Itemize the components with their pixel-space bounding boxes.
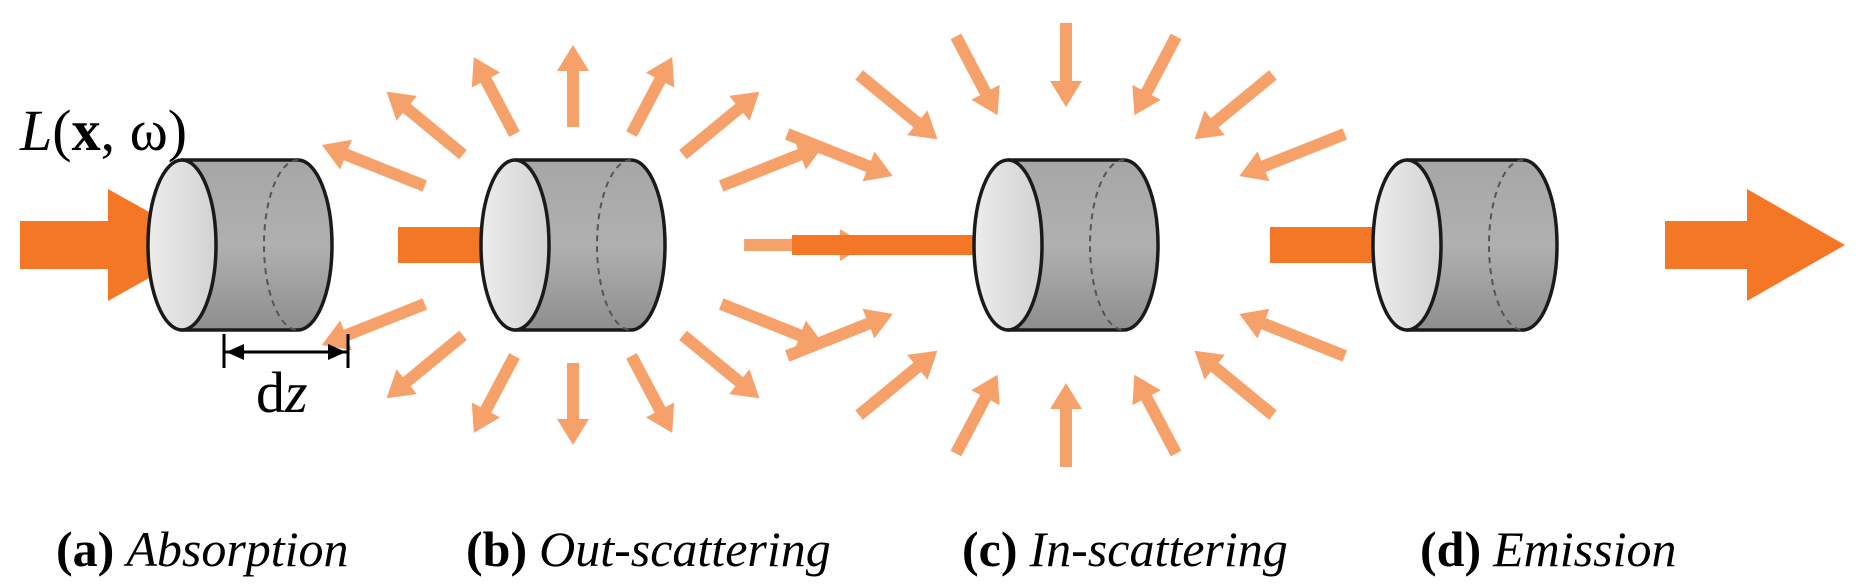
in-scatter-arrow — [1132, 33, 1182, 116]
cylinder-out-scattering — [479, 158, 667, 332]
out-scatter-arrow — [679, 91, 760, 160]
caption-in-scattering: (c) In-scattering — [962, 521, 1288, 577]
arrow-b-to-c — [792, 222, 1076, 268]
in-scatter-arrow — [1194, 70, 1277, 140]
out-scatter-arrow — [557, 45, 589, 127]
in-scatter-arrow — [1132, 374, 1182, 457]
out-scatter-arrow — [321, 298, 427, 351]
volume-elements — [146, 158, 1559, 332]
radiance-label: L(x, ω) — [19, 98, 187, 163]
out-scatter-arrow — [679, 330, 760, 399]
out-scatter-arrow — [471, 57, 520, 137]
in-scattering-arrows — [744, 23, 1347, 467]
cylinder-emission — [1371, 158, 1559, 332]
in-scatter-arrow — [950, 33, 1000, 116]
out-scatter-arrow — [321, 139, 427, 192]
in-scatter-arrow — [785, 308, 893, 362]
in-scatter-arrow — [1239, 128, 1347, 182]
out-scatter-arrow — [386, 91, 467, 160]
cylinder-in-scattering — [972, 158, 1160, 332]
dz-label: dz — [256, 360, 308, 425]
out-scatter-arrow — [719, 298, 825, 351]
out-scatter-arrow — [471, 353, 520, 433]
in-scatter-arrow — [855, 350, 938, 420]
out-scatter-arrow — [386, 330, 467, 399]
in-scatter-arrow — [1194, 350, 1277, 420]
incoming-arrow — [20, 189, 208, 301]
out-scatter-arrow — [626, 353, 675, 433]
in-scatter-arrow — [1050, 383, 1082, 467]
caption-absorption: (a) Absorption — [56, 521, 349, 577]
out-scatter-arrow — [626, 57, 675, 137]
out-scatter-arrow — [719, 139, 825, 192]
outgoing-arrow — [1665, 189, 1845, 301]
out-scattering-arrows — [321, 45, 825, 445]
in-scatter-arrow — [1239, 308, 1347, 362]
in-scatter-arrow — [785, 128, 893, 182]
in-scatter-arrow — [855, 70, 938, 140]
dz-dimension: dz — [222, 334, 350, 425]
cylinder-absorption — [146, 158, 334, 332]
in-scatter-arrow — [1050, 23, 1082, 107]
caption-out-scattering: (b) Out-scattering — [466, 521, 831, 577]
caption-emission: (d) Emission — [1420, 521, 1676, 577]
out-scatter-arrow — [557, 363, 589, 445]
in-scatter-arrow — [950, 374, 1000, 457]
